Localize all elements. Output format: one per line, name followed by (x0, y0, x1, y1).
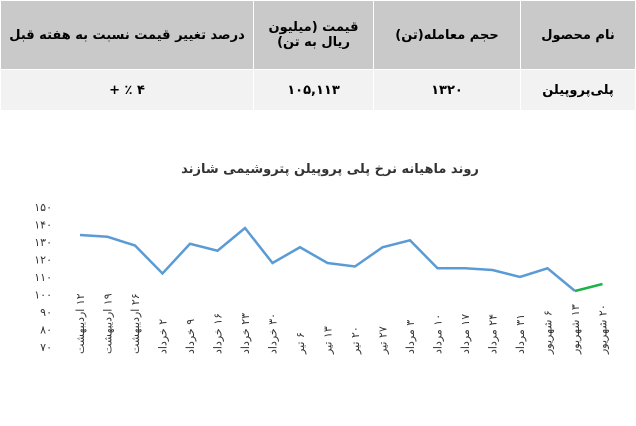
y-tick-label: ۹۰ (40, 306, 52, 319)
x-tick-label: ۲۷ تیر (377, 326, 390, 355)
header-cell: قیمت (میلیون ریال به تن) (253, 0, 374, 70)
chart: روند ماهیانه نرخ پلی پروپیلن پتروشیمی شا… (34, 162, 610, 355)
x-tick-label: ۱۳ تیر (322, 326, 335, 355)
chart-title: روند ماهیانه نرخ پلی پروپیلن پتروشیمی شا… (181, 162, 479, 177)
x-tick-label: ۱۷ مرداد (459, 314, 472, 354)
x-tick-label: ۲۰ شهریور (597, 304, 610, 355)
y-tick-label: ۱۲۰ (34, 254, 52, 267)
y-tick-label: ۱۱۰ (34, 271, 52, 284)
y-tick-label: ۸۰ (40, 324, 52, 337)
y-tick-label: ۱۴۰ (34, 219, 52, 232)
cell: ۴ ٪ + (0, 69, 254, 111)
header-cell: درصد تغییر قیمت نسبت به هفته قبل (0, 0, 254, 70)
x-tick-label: ۳۰ خرداد (267, 313, 280, 354)
x-tick-label: ۳ مرداد (404, 320, 417, 354)
line (79, 226, 576, 292)
x-tick-label: ۱۶ خرداد (212, 313, 225, 354)
data-row: پلی‌پروپیلن ۱۳۲۰ ۱۰۵,۱۱۳ ۴ ٪ + (0, 69, 636, 111)
x-tick-label: ۶ شهریور (542, 310, 555, 355)
y-tick-label: ۱۳۰ (34, 236, 52, 249)
x-tick-label: ۹ خرداد (184, 319, 197, 354)
x-tick-label: ۶ تیر (294, 332, 307, 355)
x-tick-label: ۱۹ اردیبهشت (102, 293, 115, 354)
cell: ۱۳۲۰ (373, 69, 521, 111)
y-tick-label: ۱۰۰ (34, 289, 52, 302)
y-tick-label: ۷۰ (40, 341, 52, 354)
header-cell: حجم معامله(تن) (373, 0, 521, 70)
x-tick-label: ۱۰ مرداد (432, 314, 445, 354)
cell: ۱۰۵,۱۱۳ (253, 69, 374, 111)
x-tick-label: ۳۱ مرداد (514, 314, 527, 354)
cell: پلی‌پروپیلن (520, 69, 636, 111)
line (574, 282, 603, 293)
price-table: نام محصول حجم معامله(تن) قیمت (میلیون ری… (0, 0, 636, 111)
x-tick-label: ۲ خرداد (157, 319, 170, 354)
x-tick-label: ۲۳ خرداد (239, 313, 252, 354)
y-tick-label: ۱۵۰ (34, 201, 52, 214)
header-row: نام محصول حجم معامله(تن) قیمت (میلیون ری… (0, 0, 636, 70)
x-tick-label: ۱۳ شهریور (569, 304, 582, 355)
header-cell: نام محصول (520, 0, 636, 70)
x-tick-label: ۲۴ مرداد (487, 314, 500, 354)
x-tick-label: ۱۲ اردیبهشت (74, 293, 87, 354)
x-tick-label: ۲۰ تیر (349, 326, 362, 355)
x-tick-label: ۲۶ اردیبهشت (129, 293, 142, 354)
